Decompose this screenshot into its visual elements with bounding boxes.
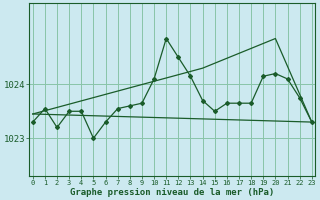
X-axis label: Graphe pression niveau de la mer (hPa): Graphe pression niveau de la mer (hPa) [70,188,275,197]
